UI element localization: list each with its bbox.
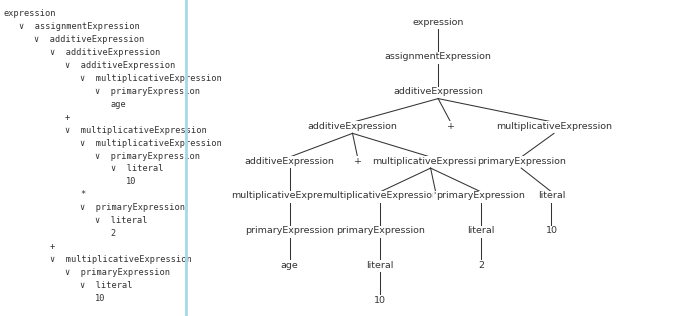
Text: expression: expression (3, 9, 56, 18)
Text: 10: 10 (374, 296, 386, 305)
Text: ∨  literal: ∨ literal (95, 216, 148, 225)
Text: ∨  additiveExpression: ∨ additiveExpression (34, 35, 144, 44)
Text: +: + (65, 113, 70, 122)
Text: ∨  additiveExpression: ∨ additiveExpression (65, 61, 175, 70)
Text: 10: 10 (546, 226, 558, 235)
Text: age: age (110, 100, 126, 109)
Text: primaryExpression: primaryExpression (245, 226, 334, 235)
Text: 10: 10 (95, 294, 106, 303)
Text: expression: expression (413, 18, 464, 27)
Text: 10: 10 (126, 177, 137, 186)
Text: ∨  multiplicativeExpression: ∨ multiplicativeExpression (80, 139, 222, 148)
Text: additiveExpression: additiveExpression (245, 157, 335, 166)
Text: +: + (353, 157, 362, 166)
Text: additiveExpression: additiveExpression (393, 87, 483, 96)
Text: ∨  literal: ∨ literal (110, 164, 163, 173)
Text: multiplicativeExpression: multiplicativeExpression (373, 157, 489, 166)
Text: literal: literal (467, 226, 495, 235)
Text: 2: 2 (110, 229, 116, 238)
Text: additiveExpression: additiveExpression (308, 122, 397, 131)
Text: ∨  multiplicativeExpression: ∨ multiplicativeExpression (65, 126, 206, 135)
Text: *: * (433, 191, 438, 200)
Text: multiplicativeExpression: multiplicativeExpression (322, 191, 438, 200)
Text: primaryExpression: primaryExpression (477, 157, 566, 166)
Text: ∨  multiplicativeExpression: ∨ multiplicativeExpression (80, 74, 222, 83)
Text: multiplicativeExpression: multiplicativeExpression (496, 122, 612, 131)
Text: ∨  assignmentExpression: ∨ assignmentExpression (19, 22, 140, 31)
Text: ∨  literal: ∨ literal (80, 281, 132, 290)
Text: *: * (80, 190, 86, 199)
Text: literal: literal (366, 261, 394, 270)
Text: assignmentExpression: assignmentExpression (385, 52, 491, 61)
Text: primaryExpression: primaryExpression (437, 191, 525, 200)
Text: +: + (446, 122, 455, 131)
Text: 2: 2 (478, 261, 484, 270)
Text: ∨  primaryExpression: ∨ primaryExpression (65, 268, 170, 277)
Text: ∨  primaryExpression: ∨ primaryExpression (80, 203, 185, 212)
Text: +: + (50, 242, 55, 251)
Text: primaryExpression: primaryExpression (336, 226, 424, 235)
Text: multiplicativeExpression: multiplicativeExpression (232, 191, 348, 200)
Text: age: age (281, 261, 299, 270)
Text: ∨  additiveExpression: ∨ additiveExpression (50, 48, 160, 57)
Text: ∨  multiplicativeExpression: ∨ multiplicativeExpression (50, 255, 191, 264)
Text: literal: literal (538, 191, 565, 200)
Text: ∨  primaryExpression: ∨ primaryExpression (95, 87, 200, 96)
Text: ∨  primaryExpression: ∨ primaryExpression (95, 152, 200, 161)
